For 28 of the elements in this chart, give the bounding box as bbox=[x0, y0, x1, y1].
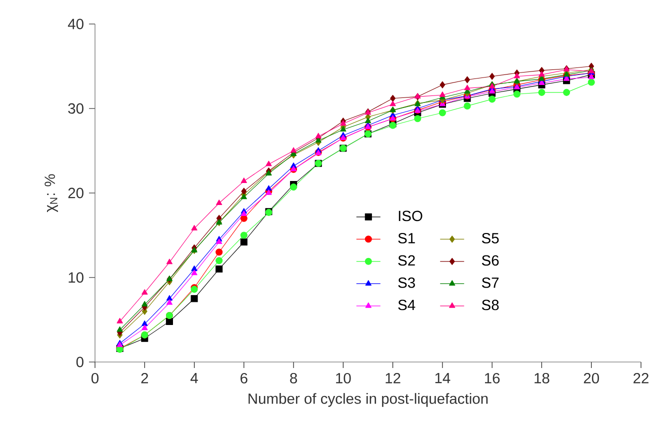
y-tick-label: 20 bbox=[68, 188, 84, 198]
x-tick-label: 20 bbox=[584, 372, 599, 384]
legend-label: ISO bbox=[398, 210, 422, 222]
x-tick-label: 10 bbox=[336, 372, 351, 384]
y-tick-label: 10 bbox=[68, 272, 84, 283]
x-tick-label: 4 bbox=[190, 372, 198, 384]
legend-label: S7 bbox=[482, 277, 499, 288]
x-tick-label: 2 bbox=[141, 372, 148, 384]
x-tick-label: 22 bbox=[634, 372, 648, 384]
x-tick-label: 6 bbox=[240, 372, 248, 384]
legend-label: S1 bbox=[398, 232, 415, 244]
y-axis-title: χ$_{N}$: % bbox=[44, 174, 58, 212]
x-tick-label: 14 bbox=[435, 372, 450, 384]
y-tick-label: 30 bbox=[68, 103, 84, 114]
x-tick-label: 16 bbox=[485, 372, 500, 384]
legend-label: S4 bbox=[398, 300, 416, 310]
legend-label: S6 bbox=[482, 255, 499, 266]
legend-label: S5 bbox=[482, 232, 499, 244]
x-tick-label: 0 bbox=[91, 372, 99, 384]
x-tick-label: 12 bbox=[386, 372, 400, 384]
x-tick-label: 8 bbox=[290, 372, 298, 384]
legend-label: S8 bbox=[482, 300, 499, 310]
y-tick-label: 0 bbox=[76, 356, 84, 368]
y-tick-label: 40 bbox=[68, 18, 84, 30]
x-axis-title: Number of cycles in post-liquefaction bbox=[248, 393, 488, 407]
x-tick-label: 18 bbox=[534, 372, 550, 384]
legend-label: S2 bbox=[398, 255, 415, 266]
legend-label: S3 bbox=[398, 277, 415, 288]
